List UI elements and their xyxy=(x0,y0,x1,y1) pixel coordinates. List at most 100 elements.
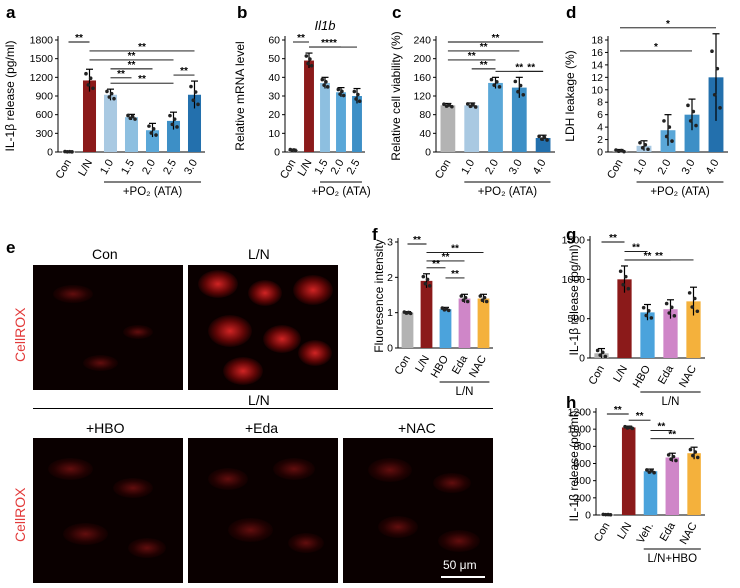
panel-letter-e: e xyxy=(6,238,16,257)
chart-b-ytick-label-0: 0 xyxy=(274,147,280,159)
chart-c-bar-2 xyxy=(488,82,503,152)
chart-g-dot-1-0 xyxy=(618,269,623,274)
chart-b-ytick-label-4: 40 xyxy=(268,72,280,84)
chart-b-ytick-label-5: 50 xyxy=(268,53,280,65)
chart-d-sig-mark-1: * xyxy=(654,42,658,53)
chart-g-bar-1 xyxy=(617,279,632,358)
chart-a-sig-mark-1: ** xyxy=(138,42,146,53)
chart-h-dot-4-3 xyxy=(695,455,700,460)
chart-h-dot-0-3 xyxy=(608,512,613,517)
chart-a-ytick-label-6: 1800 xyxy=(30,35,54,47)
chart-h-ytick-label-1: 200 xyxy=(573,492,591,504)
chart-a-panel-letter: a xyxy=(6,3,16,22)
chart-c-sig-mark-2: ** xyxy=(468,51,476,62)
chart-b-panel-letter: b xyxy=(237,3,247,22)
chart-g-dot-4-2 xyxy=(692,296,697,301)
chart-c-ytick-label-1: 40 xyxy=(419,128,431,140)
chart-a-ytick-label-2: 600 xyxy=(35,109,53,121)
chart-h-dot-3-1 xyxy=(669,457,673,462)
chart-d-xtick-label-1: 1.0 xyxy=(632,158,650,177)
chart-g-group-label: L/N xyxy=(662,396,680,408)
chart-b-dot-0-3 xyxy=(293,148,298,153)
chart-f-bar-0 xyxy=(401,312,414,348)
chart-h-group-label: L/N+HBO xyxy=(648,553,698,565)
chart-a-ytick-label-4: 1200 xyxy=(30,72,54,84)
chart-c-ylabel: Relative cell viability (%) xyxy=(389,31,403,160)
chart-c-xtick-label-4: 4.0 xyxy=(531,158,549,177)
chart-b-dot-3-1 xyxy=(338,92,342,96)
chart-f-sig-mark-0: ** xyxy=(413,235,421,246)
chart-d-xtick-label-2: 2.0 xyxy=(656,158,674,177)
chart-g-dot-0-3 xyxy=(603,354,608,359)
chart-d-dot-1-1 xyxy=(640,145,645,150)
chart-c-ytick-label-3: 120 xyxy=(413,91,431,103)
chart-d-ytick-label-8: 16 xyxy=(591,47,603,59)
chart-h-dot-3-2 xyxy=(671,454,676,459)
chart-c-sig-mark-3: ** xyxy=(480,60,488,71)
chart-b-dot-4-3 xyxy=(357,99,362,104)
chart-h-dot-4-0 xyxy=(688,447,693,452)
chart-f-bar-3 xyxy=(458,298,471,348)
chart-f-xtick-label-1: L/N xyxy=(413,353,432,374)
chart-c-dot-2-1 xyxy=(492,83,496,87)
chart-f-dot-4-3 xyxy=(484,299,489,304)
chart-c-ytick-label-5: 200 xyxy=(413,53,431,65)
chart-a-dot-1-0 xyxy=(84,71,88,76)
chart-d-sig-mark-0: * xyxy=(666,19,670,30)
chart-c-panel-letter: c xyxy=(392,3,401,22)
chart-g-dot-0-1 xyxy=(598,353,603,357)
chart-f-dot-3-2 xyxy=(463,295,468,300)
chart-b-dot-3-2 xyxy=(340,89,344,94)
chart-b-dot-1-0 xyxy=(304,54,309,58)
chart-h-sig-mark-3: ** xyxy=(668,430,676,441)
chart-g-xtick-label-1: L/N xyxy=(611,363,630,384)
chart-a-xtick-label-4: 2.0 xyxy=(140,158,158,177)
chart-f-dot-1-0 xyxy=(421,274,426,279)
chart-b-sig-mark-0: ** xyxy=(297,33,305,44)
chart-h-dot-4-2 xyxy=(693,450,698,454)
chart-g-sig-mark-0: ** xyxy=(609,233,617,244)
chart-c-sig-mark-4: ** xyxy=(515,62,523,73)
chart-b-dot-2-1 xyxy=(322,83,326,87)
chart-b-xtick-label-4: 2.5 xyxy=(345,158,363,177)
chart-d-dot-1-2 xyxy=(643,142,648,147)
chart-f-sig-mark-4: ** xyxy=(451,269,459,280)
chart-a-dot-0-3 xyxy=(70,150,74,154)
chart-f-xtick-label-2: HBO xyxy=(429,353,452,380)
chart-d-dot-2-0 xyxy=(662,119,666,123)
chart-b-bar-3 xyxy=(336,92,346,152)
chart-g-sig-mark-3: ** xyxy=(655,251,663,262)
chart-f-dot-1-3 xyxy=(427,284,432,288)
chart-g-dot-2-0 xyxy=(641,305,646,310)
chart-h-xtick-label-1: L/N xyxy=(615,520,634,541)
chart-h-ytick-label-2: 400 xyxy=(573,475,591,487)
chart-c-sig-mark-0: ** xyxy=(492,33,500,44)
scale-bar xyxy=(441,576,485,578)
chart-a-xtick-label-0: Con xyxy=(54,158,74,181)
chart-f-bar-1 xyxy=(420,280,433,348)
chart-a-xtick-label-3: 1.5 xyxy=(119,158,137,177)
chart-a-dot-4-2 xyxy=(151,127,156,131)
chart-f-ylabel: Fluoresence intensity xyxy=(372,239,386,352)
chart-g-dot-2-2 xyxy=(646,309,651,313)
chart-g-bar-2 xyxy=(640,312,655,358)
chart-g-ytick-label-1: 500 xyxy=(567,313,585,325)
chart-b-xtick-label-2: 1.5 xyxy=(313,158,331,177)
chart-f-dot-1-1 xyxy=(423,281,428,286)
chart-d-dot-3-0 xyxy=(686,103,690,108)
chart-f-ytick-label-0: 0 xyxy=(387,343,393,355)
chart-h-xtick-label-2: Veh. xyxy=(635,521,656,546)
chart-h-bar-1 xyxy=(621,427,636,515)
chart-c-xtick-label-2: 2.0 xyxy=(483,158,501,177)
chart-a-bar-2 xyxy=(103,94,118,152)
chart-f-dot-4-1 xyxy=(480,298,485,303)
chart-b-bar-2 xyxy=(320,82,330,152)
chart-a-bar-1 xyxy=(82,80,97,152)
chart-c-dot-4-0 xyxy=(537,134,541,139)
chart-f-dot-0-3 xyxy=(408,311,413,316)
chart-d-dot-3-1 xyxy=(688,119,693,123)
chart-c-dot-4-3 xyxy=(545,138,549,142)
chart-b-sig-mark-2: ** xyxy=(321,38,329,49)
chart-c-bar-3 xyxy=(511,87,527,152)
chart-a-dot-5-2 xyxy=(172,117,177,121)
